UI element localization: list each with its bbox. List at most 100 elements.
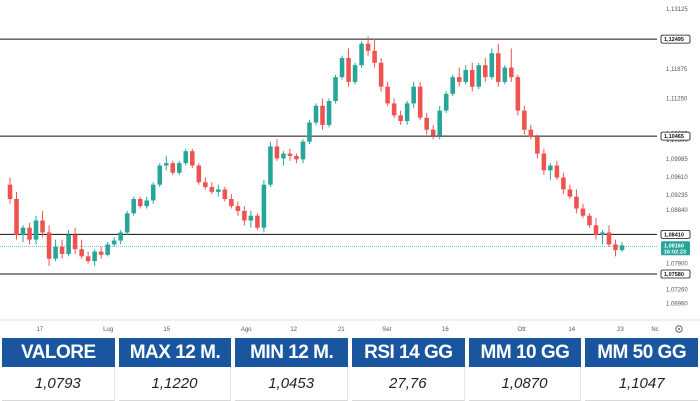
candle-down xyxy=(528,129,534,137)
candle-up xyxy=(53,246,58,259)
level-price-label: 1,10465 xyxy=(664,134,684,140)
price-tick-label: 1,07900 xyxy=(666,262,688,268)
candle-up xyxy=(463,69,469,82)
time-tick-label: Nc xyxy=(651,327,658,333)
candle-down xyxy=(59,246,65,254)
candles xyxy=(7,36,625,266)
candle-down xyxy=(27,227,32,240)
candle-down xyxy=(580,208,586,216)
candle-down xyxy=(482,65,488,78)
candle-down xyxy=(40,220,45,233)
stat-value: 1,0870 xyxy=(468,367,582,401)
candle-down xyxy=(365,43,371,51)
candle-down xyxy=(613,244,618,251)
candle-up xyxy=(359,43,364,66)
candle-up xyxy=(600,232,605,235)
current-price-tag xyxy=(661,241,690,256)
candle-down xyxy=(79,249,84,257)
candle-up xyxy=(150,184,156,201)
candle-down xyxy=(593,225,599,235)
candle-down xyxy=(509,67,514,78)
candle-up xyxy=(157,165,163,185)
level-price-label: 1,08410 xyxy=(664,232,684,238)
level-price-tag xyxy=(660,269,691,279)
time-tick-label: 12 xyxy=(290,327,297,333)
candle-up xyxy=(176,163,182,173)
candle-down xyxy=(424,117,429,130)
candle-up xyxy=(281,153,286,159)
candle-up xyxy=(300,141,306,160)
candle-up xyxy=(66,234,71,254)
level-price-label: 1,07580 xyxy=(664,272,684,278)
candle-down xyxy=(209,187,215,192)
candle-up xyxy=(124,213,130,233)
price-tick-label: 1,09985 xyxy=(666,157,688,163)
candle-down xyxy=(554,165,560,178)
stat-value: 1,0793 xyxy=(2,367,115,401)
candle-up xyxy=(307,122,312,142)
stat-value: 1,1220 xyxy=(118,367,232,401)
candle-up xyxy=(437,110,442,136)
candle-up xyxy=(144,200,150,207)
stat-header: MAX 12 M. xyxy=(118,338,232,367)
stat-column: MM 10 GG 1,0870 xyxy=(468,338,582,401)
candle-down xyxy=(170,163,176,173)
candle-up xyxy=(92,251,97,262)
level-price-tag xyxy=(660,131,691,141)
candle-down xyxy=(587,215,592,226)
candle-down xyxy=(606,232,612,245)
stat-column: MIN 12 M. 1,0453 xyxy=(235,338,348,401)
candle-up xyxy=(111,240,117,245)
candle-down xyxy=(242,210,247,221)
candle-down xyxy=(496,53,501,82)
candle-down xyxy=(561,177,566,190)
stats-table: VALORE 1,0793 MAX 12 M. 1,1220 MIN 12 M. 1,04… xyxy=(0,338,700,401)
candle-up xyxy=(450,77,456,94)
stat-column: VALORE 1,0793 xyxy=(2,338,115,401)
price-tags: 1,12495 1,10465 1,08410 1,07580 1,0816016:02… xyxy=(660,34,691,279)
stat-header: RSI 14 GG xyxy=(351,338,465,367)
candle-up xyxy=(619,245,625,251)
candle-up xyxy=(548,165,553,171)
candle-down xyxy=(346,58,351,82)
time-tick-label: 17 xyxy=(36,327,43,333)
candle-up xyxy=(489,53,495,78)
price-tick-label: 1,10300 xyxy=(666,138,688,144)
candle-down xyxy=(515,77,521,111)
candle-down xyxy=(14,198,19,235)
candle-up xyxy=(118,232,123,241)
candlestick-chart: 1,131251,118751,112501,106251,103001,099… xyxy=(0,7,700,333)
candle-up xyxy=(20,227,26,235)
price-tick-label: 1,11250 xyxy=(666,97,688,103)
stat-column: RSI 14 GG 27,76 xyxy=(351,338,465,401)
candle-down xyxy=(535,136,540,154)
candle-down xyxy=(469,69,475,87)
time-tick-label: 15 xyxy=(163,327,170,333)
price-tick-label: 1,06960 xyxy=(666,302,688,308)
candle-up xyxy=(261,184,267,228)
candle-down xyxy=(294,155,299,160)
candle-down xyxy=(190,151,195,166)
time-tick-label: 21 xyxy=(338,327,345,333)
price-tick-label: 1,09235 xyxy=(666,193,688,199)
candle-up xyxy=(33,220,39,240)
price-tick-label: 1,11875 xyxy=(666,67,688,73)
candle-up xyxy=(352,65,358,82)
candle-up xyxy=(404,103,410,122)
current-time-label: 16:02:23 xyxy=(664,249,686,255)
gear-icon[interactable] xyxy=(675,325,683,333)
candle-up xyxy=(248,215,254,221)
candle-down xyxy=(372,50,377,63)
time-tick-label: 16 xyxy=(442,327,449,333)
candle-up xyxy=(216,189,221,192)
time-tick-label: Ago xyxy=(241,327,252,333)
stat-header: VALORE xyxy=(2,338,115,367)
stat-value: 27,76 xyxy=(351,367,465,401)
candle-down xyxy=(46,232,52,259)
price-tick-label: 1,08840 xyxy=(666,208,688,214)
candle-down xyxy=(203,182,208,188)
candle-down xyxy=(72,234,78,250)
level-price-tag xyxy=(660,229,691,239)
candle-down xyxy=(7,184,13,199)
candle-up xyxy=(339,58,345,78)
